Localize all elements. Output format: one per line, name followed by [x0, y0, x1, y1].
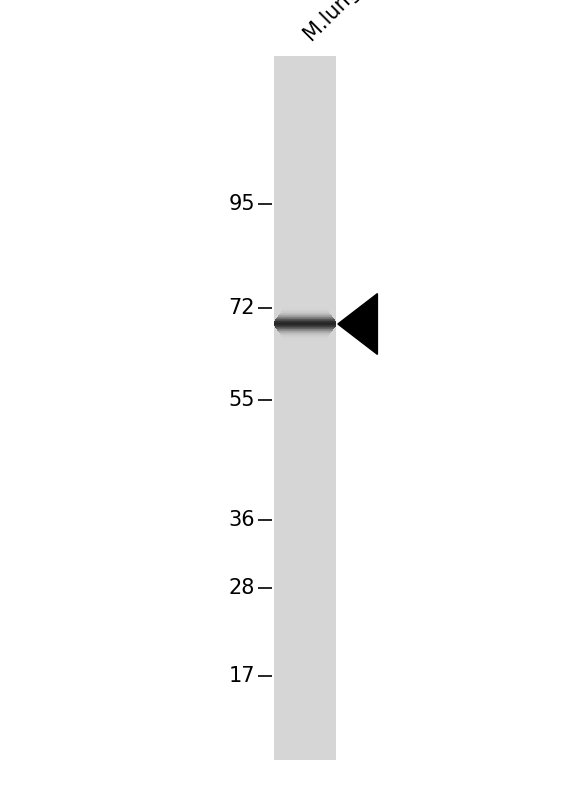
Text: M.lung: M.lung [299, 0, 363, 44]
Text: 28: 28 [228, 578, 255, 598]
Text: 72: 72 [228, 298, 255, 318]
Text: 95: 95 [228, 194, 255, 214]
Text: 17: 17 [228, 666, 255, 686]
Bar [274, 56, 336, 760]
Text: 36: 36 [228, 510, 255, 530]
Polygon shape [338, 294, 377, 354]
Text: 55: 55 [228, 390, 255, 410]
